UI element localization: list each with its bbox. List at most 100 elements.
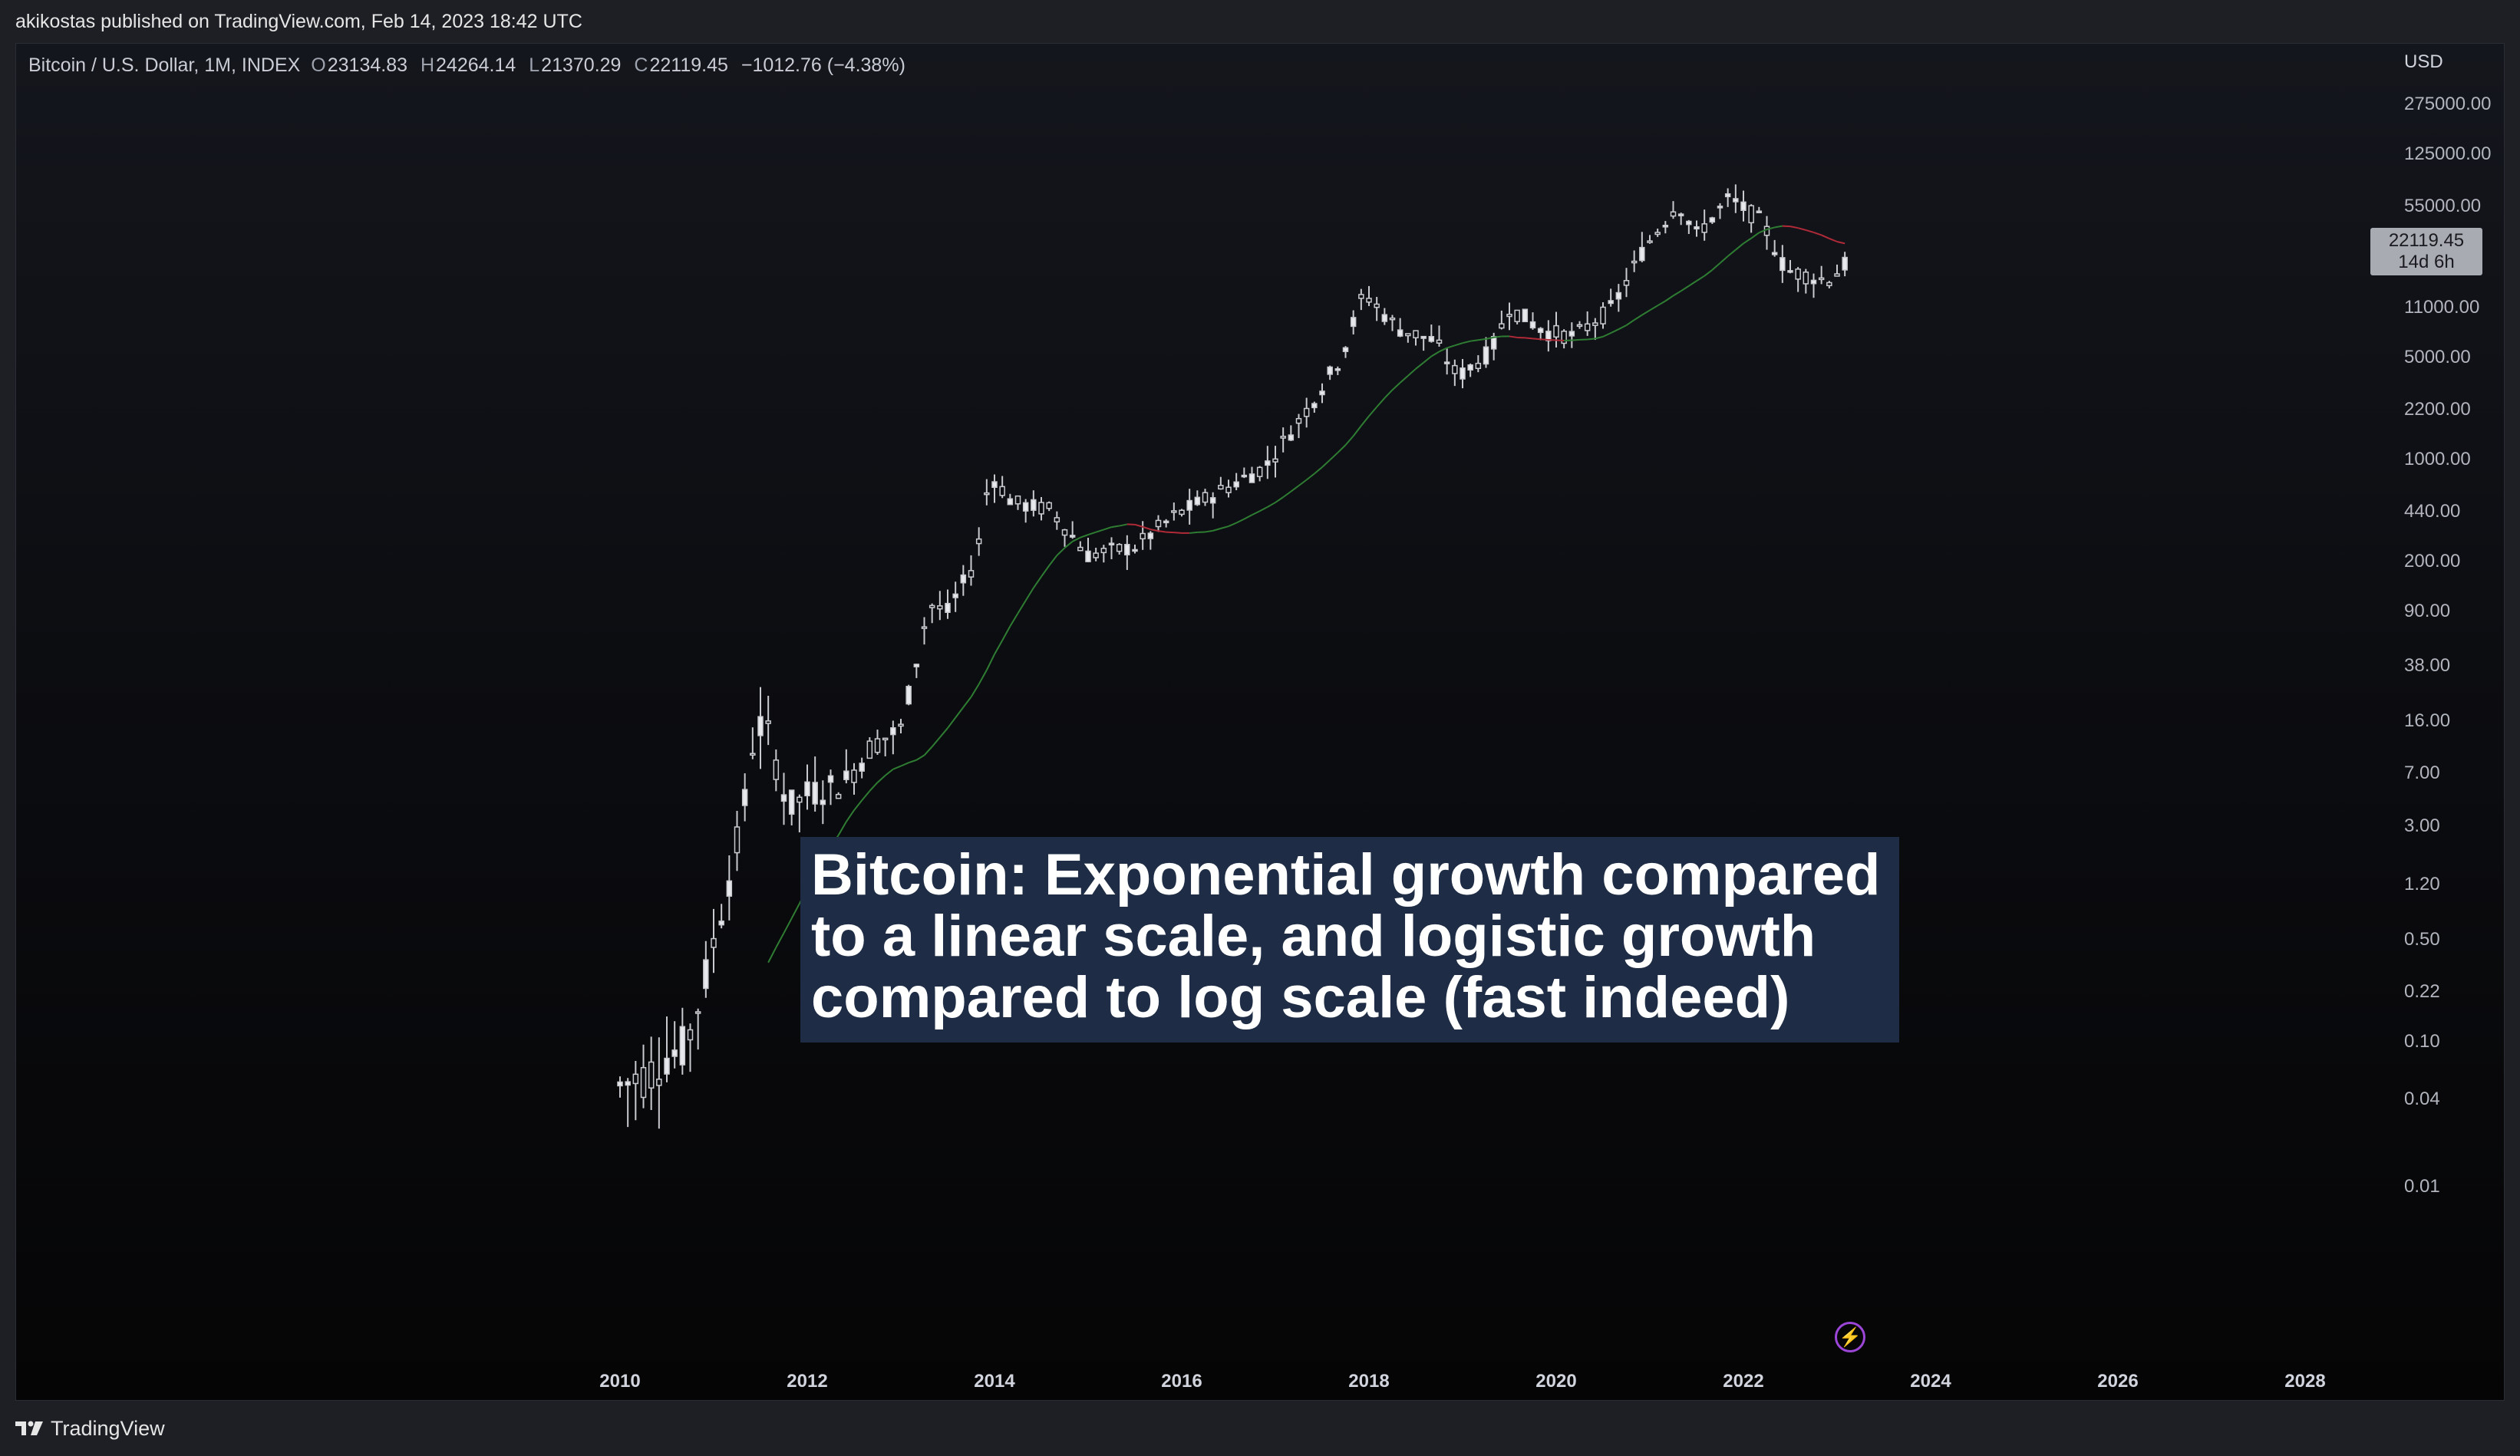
time-axis[interactable]: 2010 2012 2014 2016 2018 2020 2022 2024 2026 2028 xyxy=(16,1363,2369,1400)
candle-body xyxy=(1443,361,1450,364)
ma-segment xyxy=(1634,314,1643,321)
ma-segment xyxy=(1446,344,1456,349)
candle-body xyxy=(1334,368,1341,371)
candle-body xyxy=(1748,205,1754,224)
candle-body xyxy=(1280,436,1286,439)
ma-segment xyxy=(900,762,909,767)
ma-segment xyxy=(869,782,879,792)
ma-segment xyxy=(923,746,933,756)
candle-body xyxy=(1116,544,1123,552)
ma-segment xyxy=(1789,226,1799,229)
candle-body xyxy=(1803,272,1809,285)
ma-segment xyxy=(1806,229,1814,233)
candle-body xyxy=(1795,268,1801,280)
candle-body xyxy=(1311,403,1318,409)
bar-countdown: 14d 6h xyxy=(2398,252,2455,272)
banner-line-3: compared to log scale (fast indeed) xyxy=(811,965,1790,1030)
candle-body xyxy=(1709,217,1716,223)
low-value: 21370.29 xyxy=(541,54,622,76)
candle-body xyxy=(1069,535,1076,538)
symbol-title[interactable]: Bitcoin / U.S. Dollar, 1M, INDEX xyxy=(28,54,301,76)
candle-body xyxy=(1209,497,1216,504)
candle-body xyxy=(757,716,764,736)
ma-segment xyxy=(892,765,902,770)
price-plot[interactable] xyxy=(16,44,2369,1363)
candle-body xyxy=(640,1066,647,1099)
candle-body xyxy=(827,775,834,783)
candle-body xyxy=(1397,329,1403,337)
ma-segment xyxy=(1134,523,1143,528)
candle-body xyxy=(1405,333,1411,337)
ma-segment xyxy=(1509,335,1518,338)
candle-body xyxy=(1514,309,1520,322)
price-tick: 440.00 xyxy=(2404,500,2461,522)
candle-body xyxy=(750,753,756,756)
ma-segment xyxy=(1758,229,1767,234)
candle-body xyxy=(1694,226,1700,230)
candle-body xyxy=(1022,502,1029,512)
ma-segment xyxy=(1696,275,1705,282)
candle-body xyxy=(1490,336,1497,350)
ma-segment xyxy=(1150,529,1159,532)
low-label: L xyxy=(529,54,540,76)
candle-body xyxy=(1834,273,1840,277)
candle-body xyxy=(1568,331,1575,337)
ma-segment xyxy=(1735,242,1744,251)
candle-body xyxy=(1342,347,1349,352)
tradingview-logo[interactable]: TradingView xyxy=(15,1417,165,1441)
price-axis[interactable]: USD 275000.00 125000.00 55000.00 11000.00 50… xyxy=(2369,44,2504,1400)
candle-body xyxy=(1007,498,1014,506)
ma-segment xyxy=(1259,506,1268,512)
candle-body xyxy=(617,1081,623,1087)
candle-body xyxy=(734,826,740,854)
candle-body xyxy=(1155,519,1162,528)
candle-body xyxy=(1256,466,1263,477)
candle-body xyxy=(1780,257,1786,272)
ma-segment xyxy=(1462,340,1471,344)
ma-segment xyxy=(955,707,965,719)
ma-segment xyxy=(1212,527,1222,532)
ma-segment xyxy=(1470,339,1479,342)
candle-body xyxy=(1623,280,1630,286)
open-label: O xyxy=(311,54,326,76)
price-tick: 0.22 xyxy=(2404,980,2440,1002)
ma-segment xyxy=(978,670,988,685)
candle-body xyxy=(679,1026,686,1066)
candle-body xyxy=(1654,232,1661,236)
candle-body xyxy=(968,570,975,578)
ma-segment xyxy=(1625,319,1635,326)
candle-body xyxy=(1436,339,1443,344)
candle-body xyxy=(835,793,842,799)
ma-segment xyxy=(1430,351,1440,357)
ma-segment xyxy=(1158,530,1166,533)
price-tick: 1.20 xyxy=(2404,873,2440,894)
ma-segment xyxy=(1704,269,1713,277)
candle-body xyxy=(1771,252,1778,255)
candle-body xyxy=(1460,367,1466,380)
candle-body xyxy=(1014,495,1021,505)
ma-segment xyxy=(846,809,855,822)
chart-pane[interactable]: Bitcoin / U.S. Dollar, 1M, INDEX O23134.… xyxy=(15,43,2505,1401)
candle-body xyxy=(1319,390,1325,396)
candle-body xyxy=(1303,407,1310,417)
ma-segment xyxy=(1384,389,1394,399)
ma-segment xyxy=(994,640,1004,655)
currency-label[interactable]: USD xyxy=(2404,51,2443,72)
open-value: 23134.83 xyxy=(327,54,408,76)
candle-body xyxy=(656,1079,662,1086)
candle-body xyxy=(1358,294,1364,299)
candle-body xyxy=(1662,225,1669,228)
candle-body xyxy=(1147,532,1154,539)
ma-segment xyxy=(1243,514,1252,520)
price-tick: 16.00 xyxy=(2404,710,2451,731)
candle-body xyxy=(1171,510,1177,513)
candle-body xyxy=(632,1073,639,1085)
lightning-icon[interactable]: ⚡ xyxy=(1835,1322,1865,1352)
candle-body xyxy=(1701,223,1707,233)
ma-segment xyxy=(947,716,956,729)
candle-body xyxy=(694,1011,701,1014)
ma-segment xyxy=(1797,227,1806,231)
candle-body xyxy=(1592,322,1598,326)
candle-body xyxy=(975,538,982,545)
ma-segment xyxy=(1595,335,1604,340)
